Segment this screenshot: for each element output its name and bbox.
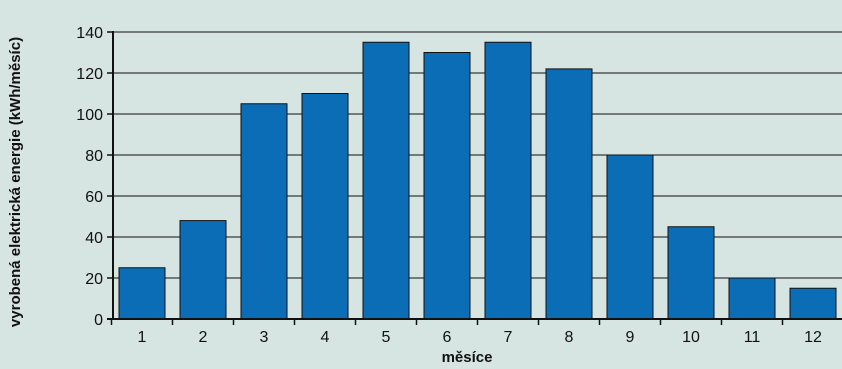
x-tick-label-6: 6: [443, 329, 452, 346]
x-tick-labels: 1 2 3 4 5 6 7 8 9 10 11 12: [138, 329, 822, 346]
x-tick-label-8: 8: [565, 329, 574, 346]
bar-8: [545, 68, 593, 320]
bar-11: [728, 277, 776, 320]
bar-6: [423, 52, 471, 320]
grid-lines: [113, 31, 842, 279]
x-tick-label-1: 1: [138, 329, 147, 346]
bar-7: [484, 41, 532, 320]
x-tick-label-9: 9: [626, 329, 635, 346]
y-tick-label-0: 0: [94, 312, 103, 329]
y-tick-labels: 0 20 40 60 80 100 120 140: [76, 25, 103, 329]
y-tick-label-120: 120: [76, 66, 103, 83]
y-tick-label-40: 40: [85, 230, 103, 247]
x-tick-label-7: 7: [504, 329, 513, 346]
y-tick-label-20: 20: [85, 271, 103, 288]
x-tick-label-12: 12: [804, 329, 822, 346]
x-tick-label-11: 11: [744, 329, 761, 346]
x-tick-label-2: 2: [199, 329, 208, 346]
bar-3: [240, 103, 288, 320]
bars: [118, 41, 837, 320]
bar-1: [118, 267, 166, 320]
y-axis-title: vyrobená elektrická energie (kWh/měsíc): [7, 37, 24, 327]
x-axis-title: měsíce: [442, 349, 493, 366]
x-tick-label-3: 3: [260, 329, 269, 346]
bar-2: [179, 220, 227, 320]
y-tick-label-100: 100: [76, 107, 103, 124]
axes: [107, 31, 842, 325]
bar-12: [789, 287, 837, 320]
bar-10: [667, 226, 715, 320]
y-tick-label-60: 60: [85, 189, 103, 206]
bar-5: [362, 41, 410, 320]
bar-9: [606, 154, 654, 320]
x-tick-label-10: 10: [682, 329, 700, 346]
y-tick-label-140: 140: [76, 25, 103, 42]
x-tick-label-4: 4: [321, 329, 330, 346]
bar-4: [301, 93, 349, 320]
x-tick-label-5: 5: [382, 329, 391, 346]
y-tick-label-80: 80: [85, 148, 103, 165]
